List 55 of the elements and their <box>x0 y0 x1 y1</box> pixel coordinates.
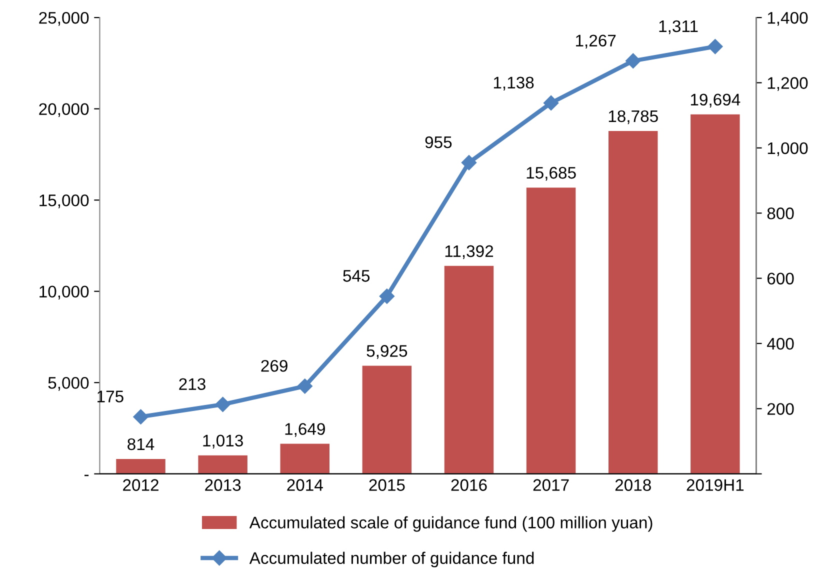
legend-label: Accumulated scale of guidance fund (100 million yuan) <box>249 516 652 532</box>
point <box>133 409 148 424</box>
y2-tick-label: 1,000 <box>768 142 808 156</box>
data-label: 269 <box>261 360 288 372</box>
x-tick-label: 2016 <box>451 479 487 491</box>
bar <box>690 114 740 474</box>
bar <box>362 366 412 474</box>
y2-tick-label: 600 <box>767 272 794 284</box>
data-label: 545 <box>343 270 370 282</box>
point <box>626 53 641 68</box>
point <box>379 288 395 304</box>
y2-tick-label: 200 <box>767 403 794 415</box>
point <box>297 378 312 394</box>
y2-tick-label: 400 <box>767 338 794 350</box>
data-label: 18,785 <box>608 110 658 124</box>
y-tick-label: 15,000 <box>40 194 89 208</box>
y2-tick-label: 1,400 <box>768 12 808 26</box>
y-tick-label: 5,000 <box>48 376 89 391</box>
y-tick-label: 25,000 <box>39 12 89 26</box>
x-tick-label: 2017 <box>533 479 569 491</box>
data-label: 11,392 <box>445 245 494 260</box>
data-label: 1,138 <box>494 76 534 91</box>
bar <box>608 130 658 474</box>
point <box>708 38 723 54</box>
y-tick-label: 10,000 <box>40 286 89 300</box>
legend-label: Accumulated number of guidance fund <box>249 552 534 568</box>
data-label: 175 <box>98 390 124 402</box>
x-tick-label: 2014 <box>287 479 323 491</box>
x-tick-label: 2019H1 <box>686 479 744 491</box>
y-tick-label: 20,000 <box>39 103 89 117</box>
y2-tick-label: 1,200 <box>768 77 808 91</box>
data-label: 15,685 <box>526 166 576 181</box>
y-tick-label: - <box>84 474 89 476</box>
y2-tick-label: 800 <box>767 208 794 220</box>
bar <box>198 455 248 474</box>
data-label: 1,311 <box>659 20 698 34</box>
point <box>215 396 230 412</box>
bar <box>444 266 494 474</box>
bar <box>526 188 576 474</box>
data-label: 5,925 <box>366 345 408 359</box>
data-label: 1,267 <box>576 34 616 48</box>
x-tick-label: 2012 <box>123 479 158 491</box>
point <box>543 95 559 111</box>
data-label: 1,013 <box>203 434 243 448</box>
data-label: 955 <box>425 136 452 148</box>
data-label: 213 <box>179 378 206 390</box>
data-label: 814 <box>128 438 154 450</box>
bar <box>280 444 330 474</box>
point <box>461 155 477 170</box>
x-tick-label: 2013 <box>205 479 241 491</box>
data-label: 19,694 <box>690 94 740 108</box>
x-tick-label: 2015 <box>369 479 405 491</box>
x-tick-label: 2018 <box>615 479 651 491</box>
bar <box>116 458 166 474</box>
data-label: 1,649 <box>285 423 325 437</box>
